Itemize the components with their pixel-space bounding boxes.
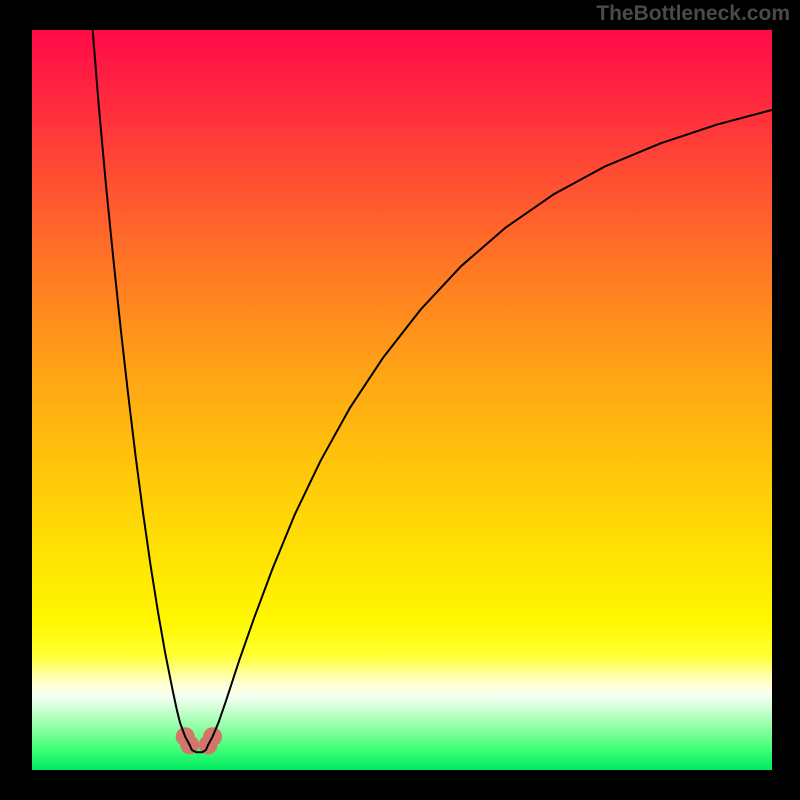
watermark-text: TheBottleneck.com <box>596 2 790 26</box>
curve-right-branch <box>208 110 772 745</box>
plot-area <box>32 30 772 770</box>
curve-left-branch <box>93 30 190 745</box>
curve-layer <box>32 30 772 770</box>
